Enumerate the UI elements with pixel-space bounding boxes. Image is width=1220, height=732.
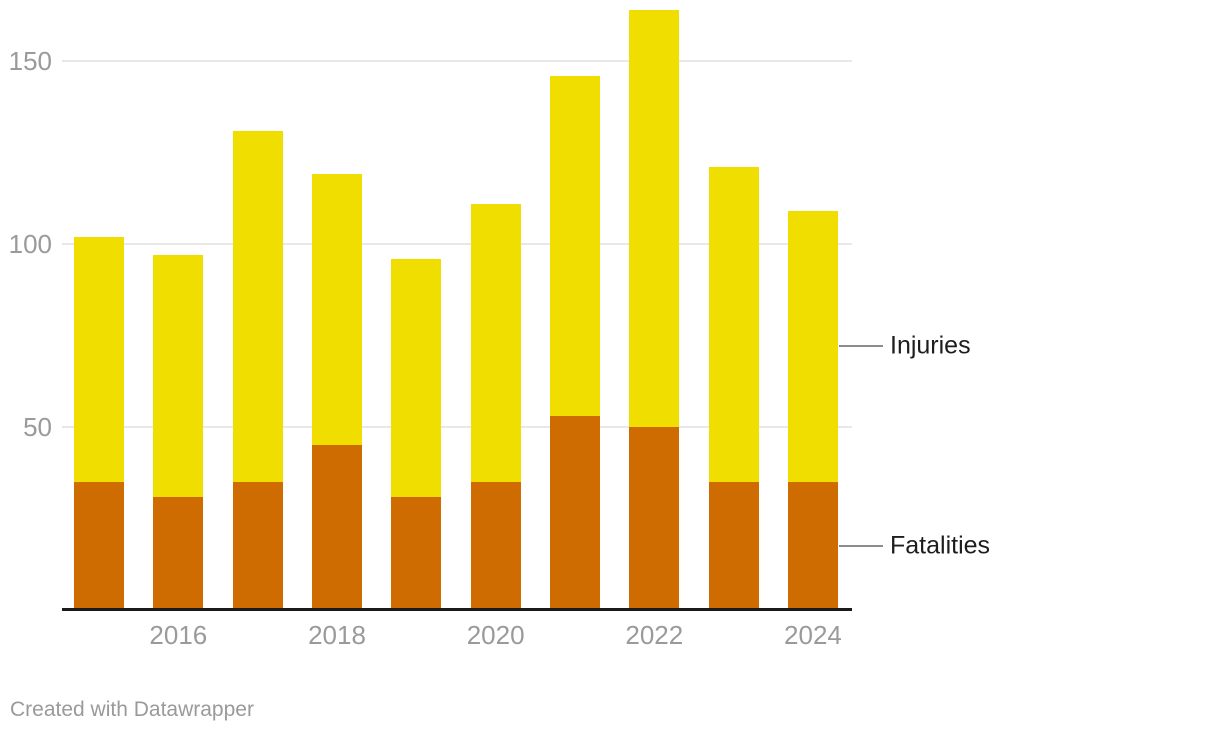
bar-segment-fatalities-2022 [629,427,680,610]
bar-segment-injuries-2021 [549,75,600,417]
datawrapper-credit: Created with Datawrapper [10,698,254,721]
bar-segment-injuries-2016 [153,255,204,497]
bar-segment-fatalities-2019 [391,496,442,610]
gridline-y-100 [62,243,852,245]
x-tick-label: 2018 [308,620,366,650]
x-tick-label: 2024 [784,620,842,650]
bar-segment-fatalities-2024 [787,481,838,610]
x-axis-line [62,608,852,611]
x-tick-label: 2020 [466,620,525,650]
bar-segment-injuries-2015 [74,236,124,482]
legend-connector-injuries [839,345,883,348]
bar-segment-fatalities-2017 [232,481,283,610]
bar-segment-fatalities-2021 [549,416,600,610]
bar-segment-fatalities-2020 [470,481,521,610]
bar-segment-fatalities-2015 [74,481,124,610]
y-tick-label: 50 [23,412,52,442]
bar-segment-injuries-2019 [391,258,442,497]
legend-label-injuries: Injuries [890,331,971,360]
bar-2020 [470,203,521,610]
bar-segment-fatalities-2016 [153,496,204,610]
bar-segment-injuries-2018 [311,174,362,446]
bar-2016 [153,255,204,610]
bar-2022 [629,9,680,610]
bar-2024 [787,211,838,610]
x-tick-label: 2016 [149,620,208,650]
bar-segment-injuries-2020 [470,203,521,482]
legend-connector-fatalities [839,544,883,547]
x-tick-label: 2022 [625,620,684,650]
legend-label-fatalities: Fatalities [890,531,991,560]
bar-2015 [74,236,124,610]
plot-area [62,0,852,610]
bar-segment-fatalities-2018 [311,445,362,610]
bar-2021 [549,75,600,610]
bar-2018 [311,174,362,610]
bar-segment-fatalities-2023 [708,481,759,610]
bar-segment-injuries-2024 [787,211,838,482]
y-tick-label: 100 [8,229,52,259]
bar-2019 [391,258,442,610]
bar-2023 [708,167,759,610]
gridline-y-50 [62,426,852,428]
gridline-y-150 [62,60,852,62]
bar-segment-injuries-2023 [708,167,759,482]
bar-segment-injuries-2022 [629,9,680,427]
bar-segment-injuries-2017 [232,130,283,482]
bar-2017 [232,130,283,610]
y-tick-label: 150 [8,46,52,76]
